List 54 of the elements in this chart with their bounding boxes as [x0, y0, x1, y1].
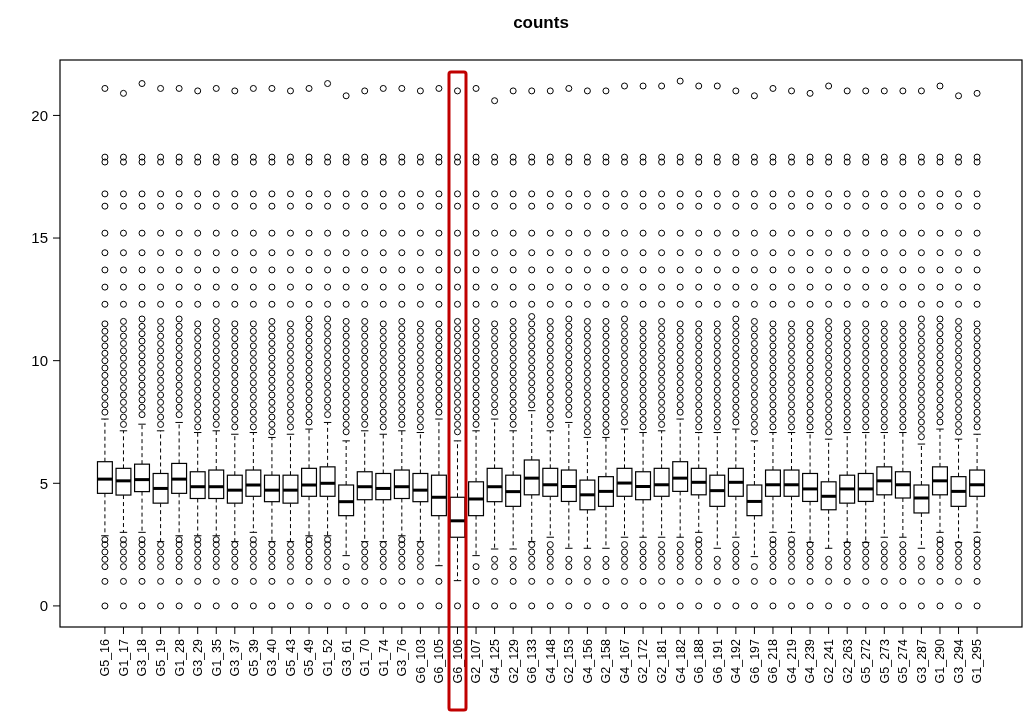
x-tick-label: G3_18 — [135, 638, 150, 677]
y-tick-label: 0 — [39, 597, 48, 615]
x-tick-label: G6_218 — [766, 638, 781, 684]
x-tick-label: G5_16 — [98, 638, 113, 677]
x-tick-label: G2_153 — [562, 638, 577, 684]
x-tick-label: G1_52 — [320, 638, 335, 677]
x-tick-label: G2_263 — [840, 638, 855, 684]
chart-title: counts — [513, 13, 569, 32]
x-tick-label: G6_103 — [413, 638, 428, 684]
x-tick-label: G3_287 — [914, 638, 929, 684]
x-tick-label: G2_107 — [469, 638, 484, 684]
x-tick-label: G1_28 — [172, 638, 187, 677]
x-tick-label: G5_272 — [859, 638, 874, 684]
x-tick-label: G1_290 — [933, 638, 948, 684]
x-tick-label: G5_39 — [246, 638, 261, 677]
y-tick-label: 5 — [39, 474, 48, 492]
x-tick-label: G5_49 — [302, 638, 317, 677]
x-tick-label: G6_188 — [692, 638, 707, 684]
y-tick-label: 15 — [31, 229, 48, 247]
x-tick-label: G5_273 — [877, 638, 892, 684]
x-tick-label: G3_294 — [951, 638, 966, 684]
x-tick-label: G1_70 — [358, 638, 373, 677]
x-tick-label: G2_158 — [599, 638, 614, 684]
x-tick-label: G3_40 — [265, 638, 280, 677]
x-tick-label: G3_29 — [191, 638, 206, 677]
x-tick-label: G2_181 — [655, 638, 669, 684]
x-tick-label: G4_167 — [617, 638, 632, 684]
x-tick-label: G1_17 — [116, 638, 131, 677]
x-tick-label: G4_156 — [580, 638, 595, 684]
x-tick-label: G1_295 — [970, 638, 985, 684]
x-tick-label: G5_274 — [896, 638, 911, 684]
x-tick-label: G5_19 — [153, 638, 168, 677]
x-tick-label: G5_43 — [283, 638, 298, 677]
y-tick-label: 10 — [31, 351, 48, 369]
x-tick-label: G1_74 — [376, 638, 391, 677]
x-tick-label: G4_192 — [729, 638, 744, 684]
x-tick-label: G3_37 — [228, 638, 243, 677]
x-tick-label: G4_219 — [784, 638, 799, 684]
x-tick-label: G6_106 — [450, 638, 465, 684]
x-tick-label: G2_241 — [822, 638, 837, 684]
x-tick-label: G4_148 — [543, 638, 558, 684]
x-tick-label: G6_197 — [747, 638, 762, 684]
x-tick-label: G1_35 — [209, 638, 224, 677]
x-tick-label: G6_105 — [432, 638, 447, 684]
x-tick-label: G2_129 — [506, 638, 521, 684]
x-tick-label: G4_182 — [673, 638, 688, 684]
x-tick-label: G2_172 — [636, 638, 651, 684]
x-tick-label: G6_191 — [710, 638, 725, 684]
x-tick-label: G3_61 — [339, 638, 354, 677]
x-tick-label: G6_133 — [525, 638, 540, 684]
x-tick-label: G3_76 — [395, 638, 410, 677]
y-tick-label: 20 — [31, 106, 48, 124]
x-tick-label: G4_125 — [487, 638, 502, 684]
x-tick-label: G4_239 — [803, 638, 818, 684]
